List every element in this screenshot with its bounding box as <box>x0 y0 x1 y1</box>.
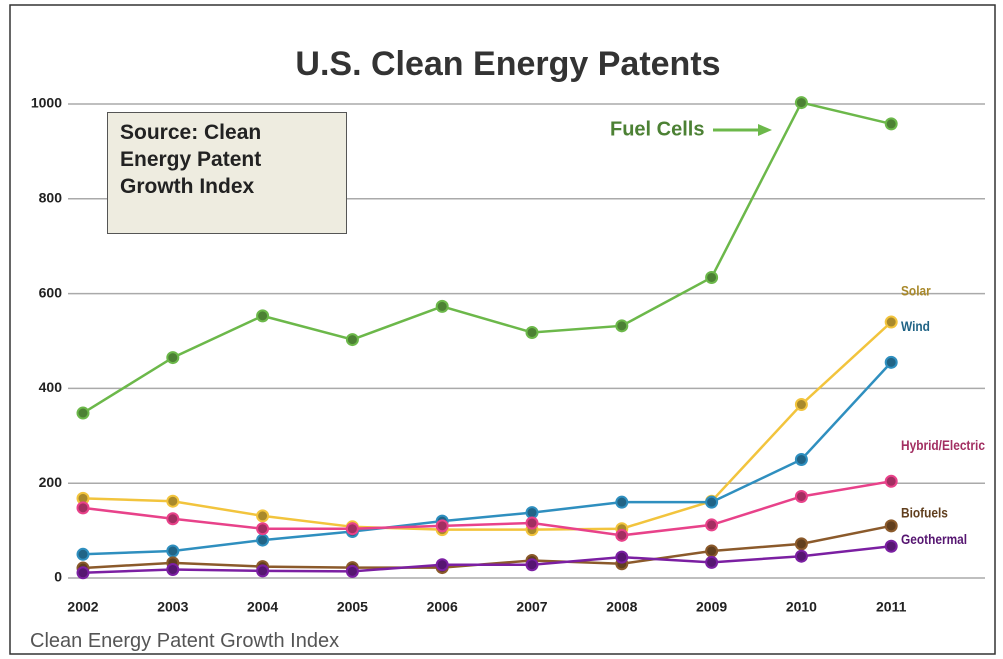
data-point <box>884 315 898 329</box>
data-point <box>166 494 180 508</box>
data-point <box>525 558 539 572</box>
data-point <box>705 544 719 558</box>
data-point <box>435 519 449 533</box>
data-point <box>76 547 90 561</box>
x-tick-label: 2005 <box>337 599 368 615</box>
x-tick-label: 2007 <box>516 599 547 615</box>
data-point <box>794 489 808 503</box>
x-tick-label: 2009 <box>696 599 727 615</box>
series-label: Geothermal <box>901 531 967 547</box>
series-line <box>82 101 892 415</box>
data-point <box>794 96 808 110</box>
arrow-head <box>758 124 772 136</box>
data-point <box>256 522 270 536</box>
y-tick-label: 1000 <box>31 95 62 111</box>
y-tick-label: 200 <box>39 474 63 490</box>
x-tick-label: 2010 <box>786 599 817 615</box>
data-point <box>794 537 808 551</box>
data-point <box>705 270 719 284</box>
data-point <box>615 550 629 564</box>
y-tick-label: 0 <box>54 569 62 585</box>
data-point <box>884 355 898 369</box>
data-point <box>525 325 539 339</box>
data-point <box>615 319 629 333</box>
data-point <box>615 528 629 542</box>
data-point <box>705 518 719 532</box>
x-tick-label: 2003 <box>157 599 188 615</box>
series-line <box>82 480 892 537</box>
series-label: Hybrid/Electric <box>901 437 985 453</box>
data-point <box>794 453 808 466</box>
data-point <box>884 474 898 488</box>
data-point <box>884 117 898 131</box>
data-point <box>76 406 90 420</box>
series-label: Fuel Cells <box>610 118 704 140</box>
data-point <box>345 333 359 347</box>
series-line <box>82 544 892 575</box>
series-label: Solar <box>901 283 931 299</box>
data-point <box>884 539 898 553</box>
x-tick-label: 2011 <box>876 599 907 615</box>
series-label: Biofuels <box>901 505 948 521</box>
data-point <box>435 558 449 572</box>
y-tick-label: 400 <box>39 379 63 395</box>
data-point <box>256 533 270 547</box>
x-tick-label: 2002 <box>67 599 98 615</box>
data-point <box>256 564 270 578</box>
data-point <box>615 495 629 509</box>
data-point <box>345 522 359 536</box>
x-tick-label: 2004 <box>247 599 278 615</box>
data-point <box>256 309 270 323</box>
series-line <box>82 361 893 556</box>
data-point <box>166 562 180 576</box>
y-tick-label: 600 <box>39 284 63 300</box>
data-point <box>705 555 719 569</box>
chart-title: U.S. Clean Energy Patents <box>295 45 720 83</box>
x-tick-label: 2008 <box>606 599 637 615</box>
data-point <box>794 549 808 563</box>
source-note: Source: Clean Energy Patent Growth Index <box>107 112 347 234</box>
data-point <box>705 495 719 509</box>
series-label: Wind <box>901 318 930 334</box>
data-point <box>166 512 180 526</box>
y-tick-label: 800 <box>39 190 63 206</box>
caption: Clean Energy Patent Growth Index <box>30 630 340 652</box>
series-line <box>82 321 893 531</box>
data-point <box>76 501 90 515</box>
data-point <box>256 509 270 523</box>
data-point <box>166 544 180 558</box>
frame <box>9 4 996 655</box>
data-point <box>76 566 90 580</box>
data-point <box>884 519 898 533</box>
data-point <box>525 516 539 530</box>
data-point <box>345 564 359 578</box>
data-point <box>166 351 180 365</box>
data-point <box>435 299 449 313</box>
data-point <box>794 398 808 412</box>
data-point <box>525 506 539 520</box>
x-tick-label: 2006 <box>427 599 458 615</box>
